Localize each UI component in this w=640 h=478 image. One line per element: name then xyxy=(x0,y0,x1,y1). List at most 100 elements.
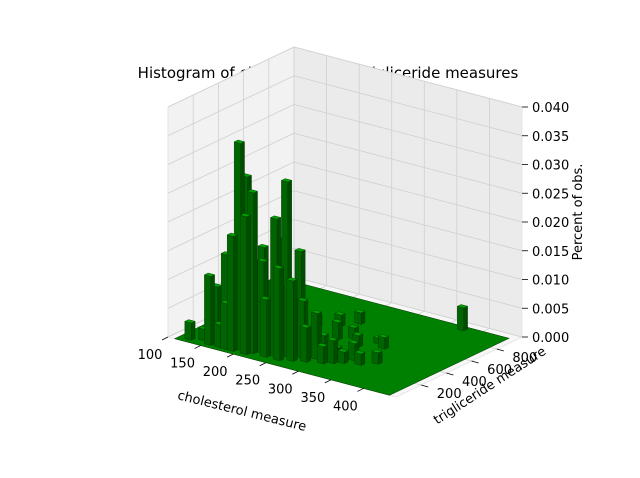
bar-side-face xyxy=(293,278,298,362)
bar-side-face xyxy=(246,214,251,356)
z-tick-label: 0.015 xyxy=(532,245,569,260)
z-tick-label: 0.030 xyxy=(532,159,569,174)
bar-top-face xyxy=(259,296,272,301)
z-tick-label: 0.035 xyxy=(532,130,569,145)
bar-side-face xyxy=(279,266,284,362)
y-tick-label: 800 xyxy=(512,351,537,366)
bar-side-face xyxy=(333,338,338,365)
bar-front-face xyxy=(457,306,464,332)
z-tick-label: 0.040 xyxy=(532,101,569,116)
bar xyxy=(259,296,272,358)
grid-line xyxy=(293,190,523,252)
bar-side-face xyxy=(233,234,238,352)
grid-line xyxy=(293,75,523,137)
x-tick-label: 250 xyxy=(235,374,260,389)
histogram-bars xyxy=(184,139,469,366)
bar-front-face xyxy=(327,338,335,365)
axis-ticks: 1001502002503003504002004006008000.0000.… xyxy=(138,101,570,414)
bar-top-face xyxy=(371,349,383,354)
bar-top-face xyxy=(280,178,293,183)
bar-side-face xyxy=(306,325,311,363)
bar-top-face xyxy=(331,318,344,324)
grid-line xyxy=(167,46,295,108)
z-tick-label: 0.000 xyxy=(532,331,569,346)
y-tick-mark xyxy=(471,360,479,364)
bar-side-face xyxy=(191,320,196,341)
bar-front-face xyxy=(286,279,294,362)
bar-top-face xyxy=(226,232,238,237)
bar xyxy=(226,232,238,352)
bar-front-face xyxy=(213,323,221,349)
bar xyxy=(377,334,390,350)
x-tick-mark xyxy=(357,388,364,392)
grid-line xyxy=(293,219,523,280)
z-tick-label: 0.005 xyxy=(532,302,569,317)
y-tick-mark xyxy=(421,384,429,388)
y-tick-label: 600 xyxy=(487,363,512,378)
bar-top-face xyxy=(184,319,196,324)
bar-side-face xyxy=(253,190,258,355)
x-tick-mark xyxy=(324,379,332,384)
bar xyxy=(203,272,216,346)
bar xyxy=(326,337,339,365)
bar-front-face xyxy=(198,327,206,342)
x-tick-label: 100 xyxy=(138,348,163,363)
z-tick-label: 0.025 xyxy=(532,187,569,202)
bar-front-face xyxy=(378,335,385,350)
bar-front-face xyxy=(184,321,192,341)
x-tick-label: 200 xyxy=(203,365,228,380)
bar-front-face xyxy=(226,234,234,352)
bar-side-face xyxy=(323,344,328,365)
bar-top-face xyxy=(351,331,364,336)
bar xyxy=(354,350,366,366)
bar-front-face xyxy=(204,274,212,346)
x-tick-mark xyxy=(194,345,201,349)
bar-top-face xyxy=(269,215,282,220)
grid-line xyxy=(293,46,523,108)
bar xyxy=(331,318,344,341)
bar xyxy=(286,277,298,362)
y-tick-mark xyxy=(496,348,504,352)
bar-top-face xyxy=(337,348,349,353)
bar xyxy=(337,348,349,365)
bar-top-face xyxy=(272,265,285,270)
z-tick-label: 0.010 xyxy=(532,274,569,289)
bar-top-face xyxy=(334,311,346,316)
x-tick-mark xyxy=(161,336,169,341)
x-tick-label: 300 xyxy=(268,382,293,397)
bar-top-face xyxy=(257,243,269,248)
grid-line xyxy=(167,161,295,223)
bar xyxy=(184,319,196,341)
bar-top-face xyxy=(326,337,339,342)
bar-top-face xyxy=(246,189,259,194)
grid-line xyxy=(293,104,523,165)
grid-line xyxy=(293,161,523,223)
bar-side-face xyxy=(266,297,271,358)
bar-top-face xyxy=(347,324,360,329)
bar-side-face xyxy=(384,335,389,350)
bar-side-face xyxy=(463,305,468,332)
bar-top-face xyxy=(239,213,252,218)
bar-side-face xyxy=(360,351,366,366)
grid-line xyxy=(293,276,523,338)
bar-top-face xyxy=(203,272,216,277)
bar-front-face xyxy=(371,350,379,365)
bar-top-face xyxy=(294,248,306,253)
bar xyxy=(299,324,312,363)
x-tick-mark xyxy=(259,362,266,367)
bar-top-face xyxy=(286,277,298,282)
grid-line xyxy=(167,104,295,165)
bar-top-face xyxy=(456,304,469,309)
bar-side-face xyxy=(378,350,383,365)
bar-side-face xyxy=(358,333,363,348)
bar-front-face xyxy=(311,311,318,360)
grid-line xyxy=(167,132,295,194)
x-tick-mark xyxy=(226,353,234,358)
x-tick-mark xyxy=(292,370,299,375)
bar-front-face xyxy=(220,301,228,351)
z-axis-label: Percent of obs. xyxy=(571,164,586,261)
y-tick-label: 200 xyxy=(437,387,462,402)
bar-front-face xyxy=(348,341,356,362)
bar-top-face xyxy=(354,350,366,355)
